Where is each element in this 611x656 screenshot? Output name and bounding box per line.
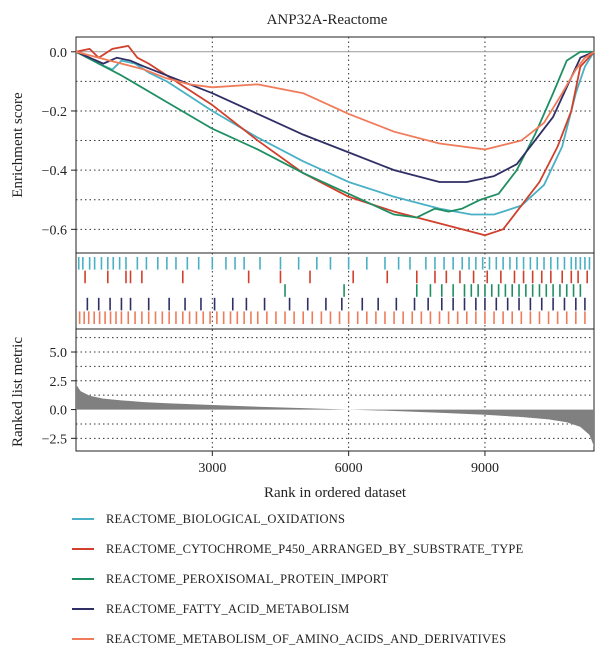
grid (76, 37, 594, 451)
gsea-chart: ANP32A-Reactome 0.0−0.2−0.4−0.65.02.50.0… (10, 12, 595, 501)
es-curve (75, 50, 594, 219)
legend-label: REACTOME_METABOLISM_OF_AMINO_ACIDS_AND_D… (106, 631, 507, 646)
legend-item: REACTOME_FATTY_ACID_METABOLISM (72, 598, 349, 620)
legend-swatch (72, 608, 94, 610)
enrichment-curves (75, 44, 595, 237)
legend-label: REACTOME_PEROXISOMAL_PROTEIN_IMPORT (106, 571, 389, 586)
es-tick-label: 0.0 (50, 46, 68, 61)
legend-item: REACTOME_CYTOCHROME_P450_ARRANGED_BY_SUB… (72, 538, 523, 560)
x-tick-label: 3000 (198, 461, 226, 476)
metric-tick-label: 5.0 (50, 346, 68, 361)
es-curve (75, 50, 595, 216)
axes: 0.0 −0.2 −0.4 −0.6 5.0 2.5 0.0 −2.5 3000 6000 9000 (42, 46, 499, 476)
hit-markers (77, 257, 591, 324)
x-tick-label: 6000 (335, 461, 363, 476)
metric-tick-label: 2.5 (50, 375, 68, 390)
legend-label: REACTOME_FATTY_ACID_METABOLISM (106, 601, 350, 616)
es-tick-label: −0.4 (42, 164, 67, 179)
ranked-metric-fill (76, 384, 594, 447)
metric-tick-label: 0.0 (50, 404, 68, 419)
es-tick-label: −0.2 (42, 105, 67, 120)
metric-tick-label: −2.5 (42, 432, 67, 447)
es-tick-label: −0.6 (42, 223, 67, 238)
chart-title: ANP32A-Reactome (267, 12, 388, 28)
es-curve (75, 50, 595, 183)
y-axis-label-metric: Ranked list metric (10, 337, 26, 447)
es-curve (75, 44, 595, 237)
legend-label: REACTOME_CYTOCHROME_P450_ARRANGED_BY_SUB… (106, 541, 524, 556)
metric-panel (75, 328, 595, 452)
legend-swatch (72, 548, 94, 550)
legend-item: REACTOME_PEROXISOMAL_PROTEIN_IMPORT (72, 568, 388, 590)
legend-swatch (72, 518, 94, 520)
legend-item: REACTOME_METABOLISM_OF_AMINO_ACIDS_AND_D… (72, 628, 506, 650)
y-axis-label-enrichment: Enrichment score (10, 92, 26, 198)
ranked-metric-area (76, 384, 594, 447)
x-axis-label: Rank in ordered dataset (264, 485, 407, 500)
x-tick-label: 9000 (471, 461, 499, 476)
es-curve (75, 50, 595, 151)
legend-swatch (72, 578, 94, 580)
legend-swatch (72, 638, 94, 640)
legend-label: REACTOME_BIOLOGICAL_OXIDATIONS (106, 511, 346, 526)
legend-item: REACTOME_BIOLOGICAL_OXIDATIONS (72, 508, 345, 530)
